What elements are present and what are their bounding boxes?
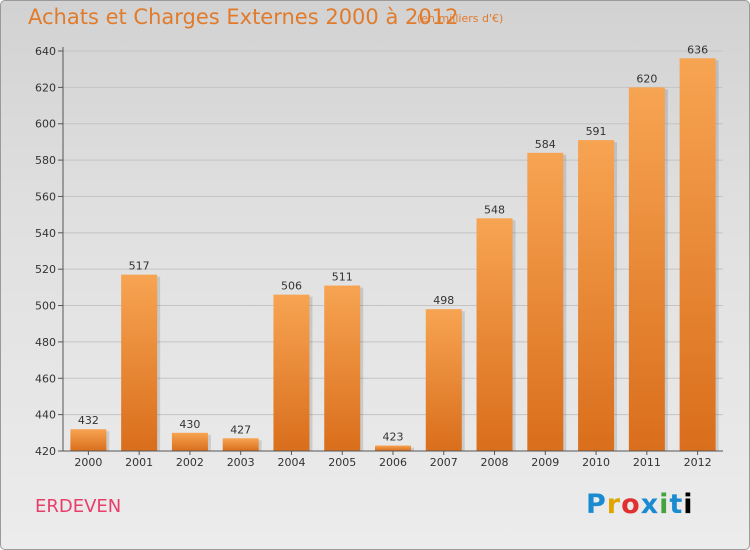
data-label-2000: 432 — [78, 414, 99, 427]
unit-note: (en milliers d'€) — [417, 12, 504, 25]
bar-2005 — [324, 285, 361, 451]
data-label-2009: 584 — [535, 138, 556, 151]
y-tick-label: 460 — [35, 372, 56, 385]
bar-2011 — [628, 87, 665, 451]
y-tick-label: 580 — [35, 154, 56, 167]
y-tick-label: 520 — [35, 263, 56, 276]
data-label-2007: 498 — [433, 294, 454, 307]
x-tick-label-2010: 2010 — [582, 456, 610, 469]
x-tick-label-2005: 2005 — [328, 456, 356, 469]
data-label-2006: 423 — [383, 431, 404, 444]
bar-2008 — [476, 218, 513, 451]
chart-title: Achats et Charges Externes 2000 à 2012 — [28, 5, 459, 29]
data-label-2004: 506 — [281, 280, 302, 293]
proxiti-logo: Proxiti — [586, 489, 694, 520]
bar-2012 — [679, 58, 716, 451]
y-tick-label: 440 — [35, 409, 56, 422]
data-label-2002: 430 — [179, 418, 200, 431]
data-label-2008: 548 — [484, 203, 505, 216]
data-label-2012: 636 — [687, 43, 708, 56]
x-tick-label-2001: 2001 — [125, 456, 153, 469]
bar-2004 — [273, 294, 310, 451]
y-tick-label: 500 — [35, 300, 56, 313]
x-tick-label-2004: 2004 — [277, 456, 305, 469]
data-label-2005: 511 — [332, 271, 353, 284]
bar-2006 — [375, 445, 411, 451]
bar-2010 — [578, 140, 615, 451]
bar-2001 — [121, 274, 158, 451]
y-tick-label: 420 — [35, 445, 56, 458]
y-tick-label: 480 — [35, 336, 56, 349]
x-tick-label-2000: 2000 — [74, 456, 102, 469]
data-label-2010: 591 — [586, 125, 607, 138]
x-tick-label-2003: 2003 — [227, 456, 255, 469]
city-name: ERDEVEN — [35, 496, 122, 517]
bar-2000 — [70, 429, 107, 451]
y-tick-label: 620 — [35, 81, 56, 94]
y-tick-label: 560 — [35, 190, 56, 203]
bar-2002 — [171, 432, 208, 451]
x-tick-label-2009: 2009 — [531, 456, 559, 469]
bar-2003 — [222, 438, 259, 451]
x-tick-label-2002: 2002 — [176, 456, 204, 469]
x-tick-label-2008: 2008 — [481, 456, 509, 469]
data-label-2003: 427 — [230, 423, 251, 436]
bar-2009 — [527, 152, 564, 451]
data-label-2001: 517 — [129, 260, 150, 273]
data-label-2011: 620 — [636, 72, 657, 85]
y-tick-label: 540 — [35, 227, 56, 240]
y-tick-label: 640 — [35, 45, 56, 58]
x-tick-label-2006: 2006 — [379, 456, 407, 469]
x-tick-label-2012: 2012 — [684, 456, 712, 469]
y-tick-label: 600 — [35, 118, 56, 131]
x-tick-label-2011: 2011 — [633, 456, 661, 469]
bar-2007 — [425, 309, 462, 451]
x-tick-label-2007: 2007 — [430, 456, 458, 469]
